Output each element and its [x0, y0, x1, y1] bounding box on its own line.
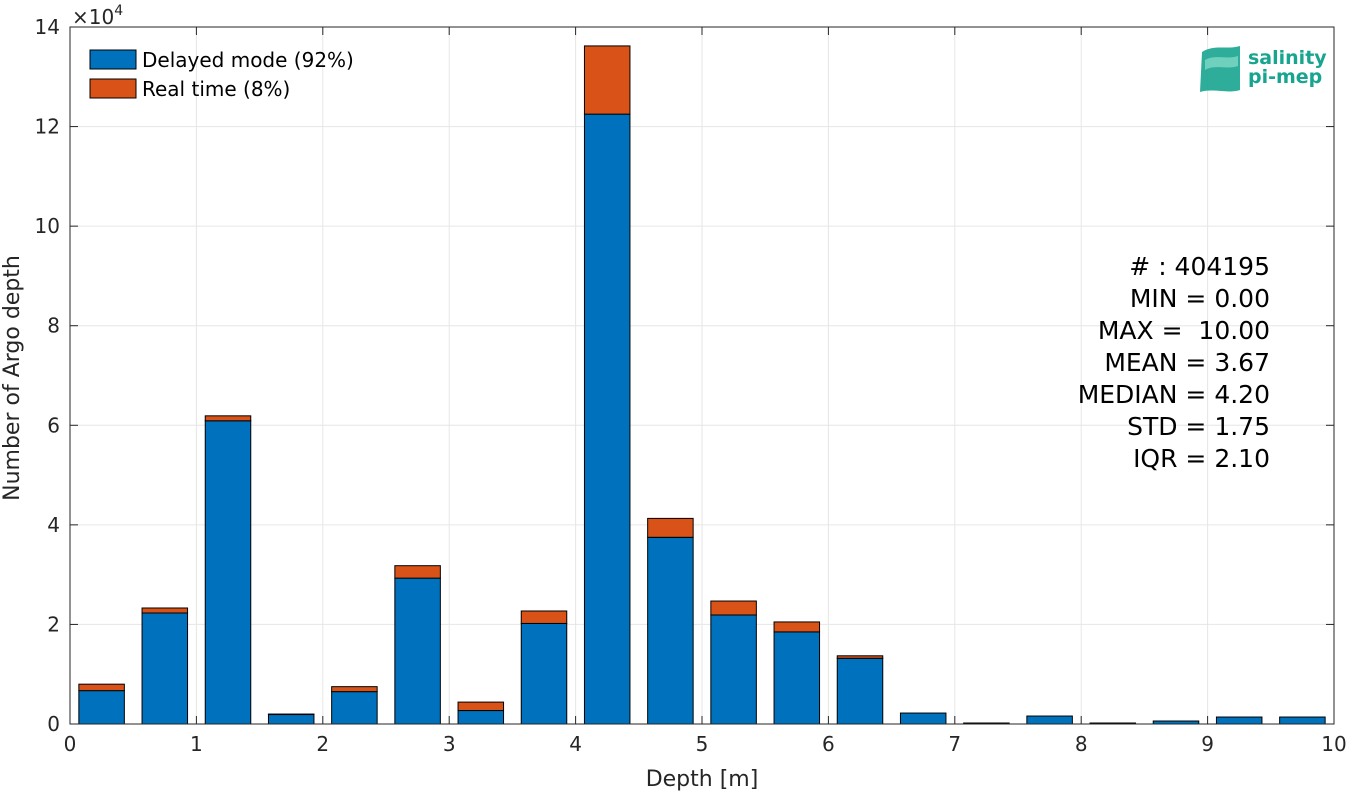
x-tick-label: 5 [696, 732, 709, 756]
bar-delayed-mode [78, 690, 125, 725]
y-tick-label: 10 [35, 214, 60, 238]
bar-delayed-mode [141, 612, 189, 725]
y-tick-label: 8 [47, 314, 60, 338]
bar-real-time [267, 713, 315, 716]
x-tick-label: 9 [1201, 732, 1214, 756]
stat-min: MIN = 0.00 [1130, 284, 1270, 313]
y-axis-label: Number of Argo depth [0, 255, 25, 501]
y-tick-label: 14 [35, 15, 60, 39]
x-tick-label: 10 [1321, 732, 1346, 756]
bar-delayed-mode [773, 631, 821, 725]
bar-delayed-mode [331, 691, 378, 725]
bar-delayed-mode [647, 536, 694, 725]
bar-delayed-mode [1026, 715, 1073, 725]
y-tick-label: 12 [35, 115, 60, 139]
x-tick-label: 8 [1075, 732, 1088, 756]
bar-delayed-mode [457, 710, 505, 725]
legend-label-realtime: Real time (8%) [142, 77, 290, 101]
y-tick-label: 2 [47, 612, 60, 636]
legend-label-delayed: Delayed mode (92%) [142, 48, 354, 72]
legend: Delayed mode (92%) Real time (8%) [89, 48, 354, 101]
bar-delayed-mode [836, 657, 884, 725]
salinity-pimep-logo: salinity pi-mep [1200, 46, 1327, 92]
bar-real-time [520, 610, 568, 624]
bar-real-time [141, 607, 189, 614]
bar-real-time [204, 415, 252, 422]
stat-max: MAX = 10.00 [1098, 316, 1270, 345]
y-tick-label: 4 [47, 513, 60, 537]
bar-real-time [78, 683, 125, 692]
x-tick-label: 7 [948, 732, 961, 756]
bar-delayed-mode [710, 614, 757, 725]
bar-delayed-mode [394, 577, 441, 725]
legend-swatch-realtime [89, 78, 137, 99]
bar-delayed-mode [520, 622, 568, 725]
logo-line2: pi-mep [1248, 66, 1322, 88]
bar-real-time [394, 565, 441, 579]
stat-mean: MEAN = 3.67 [1104, 348, 1270, 377]
bar-real-time [836, 655, 884, 659]
bar-real-time [773, 621, 821, 633]
stat-std: STD = 1.75 [1127, 412, 1270, 441]
bar-real-time [647, 517, 694, 538]
y-tick-label: 0 [47, 712, 60, 736]
y-tick-label: 6 [47, 413, 60, 437]
bar-real-time [331, 686, 378, 693]
x-tick-label: 6 [822, 732, 835, 756]
x-tick-label: 1 [190, 732, 203, 756]
bar-real-time [457, 701, 505, 712]
bar-delayed-mode [1215, 716, 1263, 725]
legend-swatch-delayed [89, 49, 137, 70]
logo-wave-highlight-icon [1205, 56, 1238, 70]
bar-delayed-mode [899, 712, 947, 725]
bar-real-time [710, 600, 757, 616]
stat-count: # : 404195 [1129, 252, 1270, 281]
x-tick-label: 4 [569, 732, 582, 756]
bars [78, 45, 1326, 725]
x-tick-label: 0 [64, 732, 77, 756]
logo-line1: salinity [1248, 47, 1327, 69]
stats-box: # : 404195 MIN = 0.00 MAX = 10.00 MEAN =… [1078, 252, 1270, 473]
stat-iqr: IQR = 2.10 [1133, 444, 1270, 473]
bar-delayed-mode [583, 113, 631, 725]
bar-delayed-mode [267, 714, 315, 725]
bar-real-time [583, 45, 631, 115]
stat-median: MEDIAN = 4.20 [1078, 380, 1270, 409]
bar-delayed-mode [1279, 716, 1326, 725]
x-tick-label: 2 [316, 732, 329, 756]
bar-delayed-mode [204, 420, 252, 725]
y-axis-multiplier: ×104 [72, 3, 123, 29]
x-axis-label: Depth [m] [646, 767, 759, 792]
x-tick-label: 3 [443, 732, 456, 756]
